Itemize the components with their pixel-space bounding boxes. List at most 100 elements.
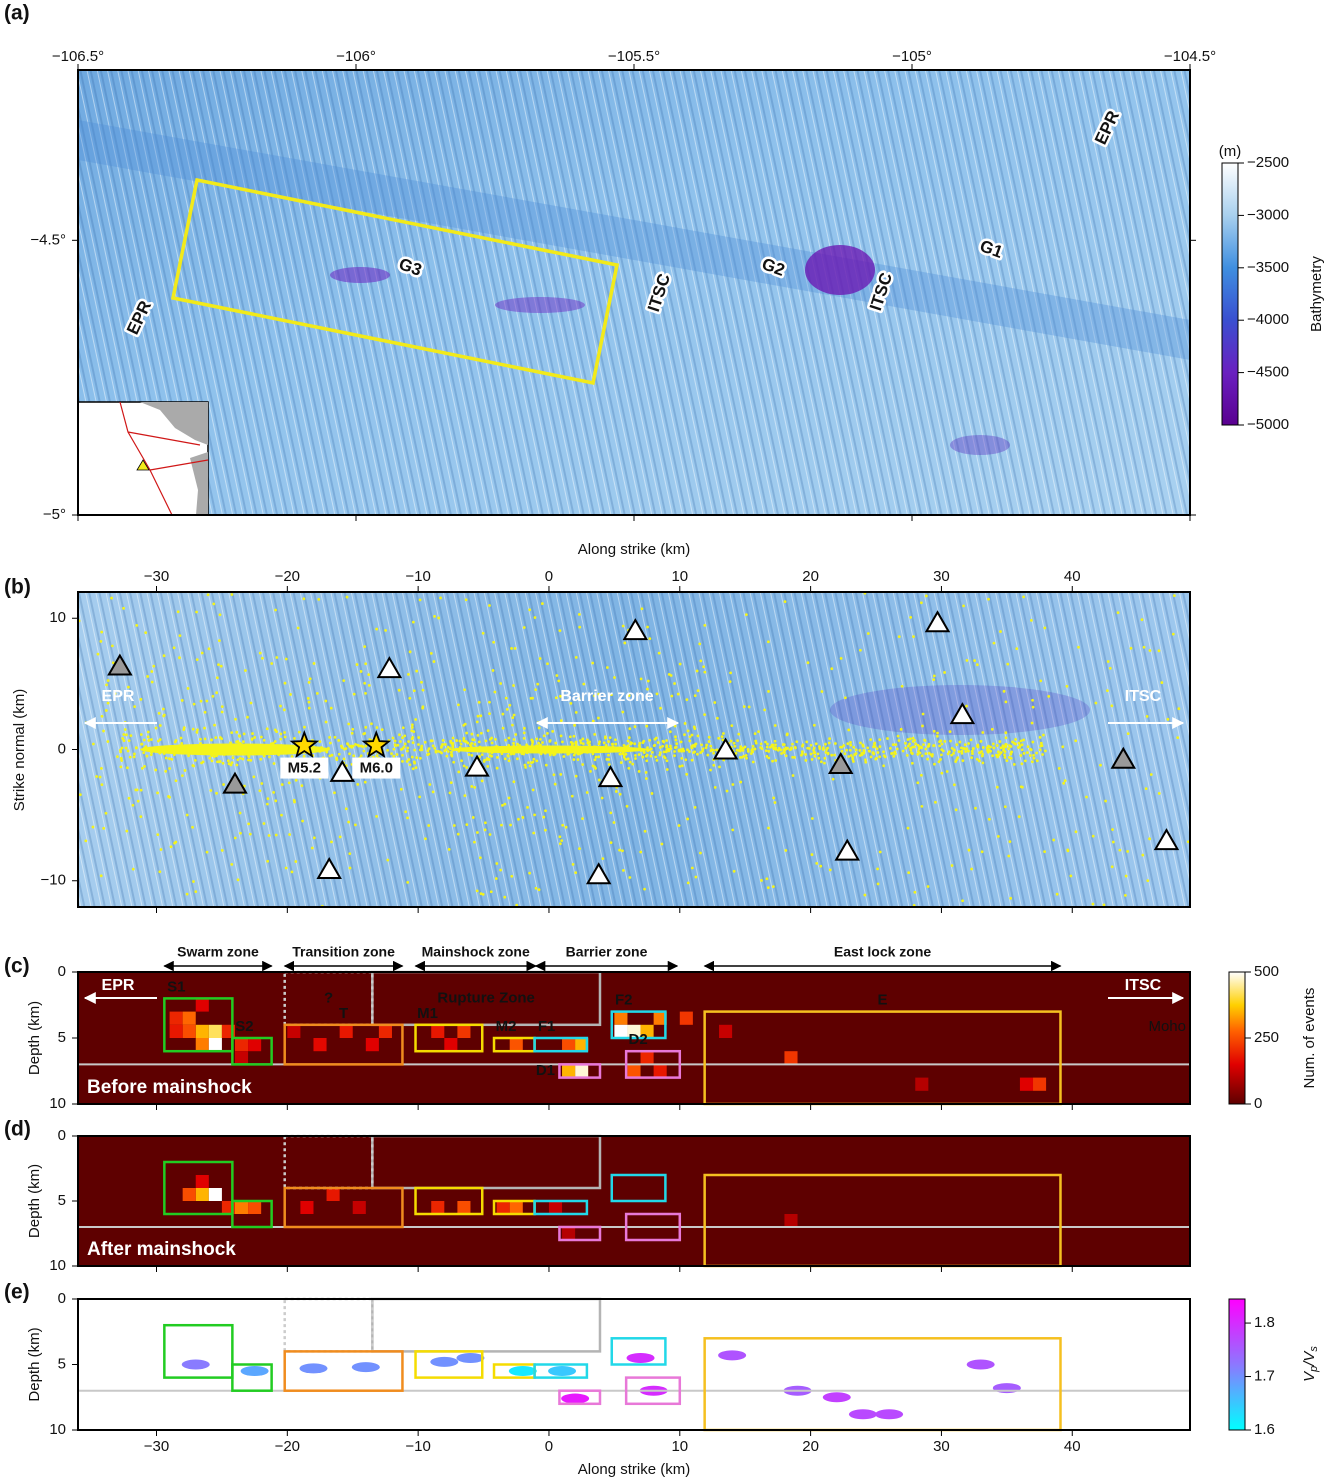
- event: [101, 715, 104, 718]
- event: [409, 763, 412, 766]
- event: [922, 743, 925, 746]
- event: [782, 743, 785, 746]
- colorbar-tick-label: −2500: [1247, 154, 1289, 171]
- event: [833, 754, 836, 757]
- event: [886, 737, 889, 740]
- event: [586, 739, 589, 742]
- event: [961, 899, 964, 902]
- event: [100, 874, 103, 877]
- event: [212, 603, 215, 606]
- event: [302, 597, 305, 600]
- event: [476, 831, 479, 834]
- event: [1126, 850, 1129, 853]
- moho-label: Moho: [1148, 1018, 1186, 1035]
- event: [595, 756, 598, 759]
- event: [1064, 779, 1067, 782]
- event: [684, 722, 687, 725]
- event: [705, 746, 708, 749]
- event: [970, 738, 973, 741]
- event: [97, 653, 100, 656]
- event: [428, 747, 431, 750]
- event: [1007, 855, 1010, 858]
- event: [621, 711, 624, 714]
- event: [458, 740, 461, 743]
- event: [168, 757, 171, 760]
- annotation: ITSC: [1125, 688, 1162, 705]
- event: [992, 743, 995, 746]
- event: [726, 790, 729, 793]
- y-axis-title: Depth (km): [26, 1327, 43, 1401]
- event: [219, 613, 222, 616]
- event: [750, 752, 753, 755]
- event: [874, 758, 877, 761]
- event: [495, 877, 498, 880]
- event: [376, 726, 379, 729]
- event: [1020, 762, 1023, 765]
- event: [411, 736, 414, 739]
- event: [266, 727, 269, 730]
- event: [619, 793, 622, 796]
- event: [827, 752, 830, 755]
- zone-label: Transition zone: [292, 944, 395, 960]
- event: [708, 736, 711, 739]
- event: [561, 740, 564, 743]
- colorbar-tick-label: 1.6: [1254, 1421, 1275, 1438]
- event: [820, 760, 823, 763]
- event: [696, 753, 699, 756]
- event: [709, 769, 712, 772]
- event: [203, 727, 206, 730]
- event: [634, 757, 637, 760]
- event: [463, 794, 466, 797]
- event: [804, 759, 807, 762]
- event: [1031, 722, 1034, 725]
- event: [1158, 792, 1161, 795]
- event: [381, 728, 384, 731]
- heat-cell: [196, 1188, 209, 1201]
- heat-cell: [209, 1188, 222, 1201]
- event: [394, 743, 397, 746]
- event: [1044, 750, 1047, 753]
- event: [152, 665, 155, 668]
- event: [614, 738, 617, 741]
- event: [208, 757, 211, 760]
- event: [598, 779, 601, 782]
- event: [508, 759, 511, 762]
- event: [341, 746, 344, 749]
- event: [774, 759, 777, 762]
- event: [156, 833, 159, 836]
- event: [159, 724, 162, 727]
- event: [694, 806, 697, 809]
- event: [912, 740, 915, 743]
- vpvs-patch: [509, 1366, 537, 1376]
- event: [275, 656, 278, 659]
- event: [494, 738, 497, 741]
- event: [307, 697, 310, 700]
- event: [407, 673, 410, 676]
- event: [439, 597, 442, 600]
- event: [691, 759, 694, 762]
- heat-cell: [431, 1201, 444, 1214]
- event: [811, 853, 814, 856]
- event: [482, 632, 485, 635]
- event: [542, 816, 545, 819]
- event: [351, 728, 354, 731]
- event: [999, 630, 1002, 633]
- zone-label: Barrier zone: [566, 944, 648, 960]
- event: [669, 730, 672, 733]
- x-tick-label: −20: [275, 1438, 300, 1455]
- event: [927, 885, 930, 888]
- event: [1143, 646, 1146, 649]
- event: [317, 598, 320, 601]
- event: [300, 784, 303, 787]
- event: [907, 738, 910, 741]
- event: [450, 781, 453, 784]
- event: [593, 733, 596, 736]
- event: [841, 750, 844, 753]
- event: [499, 682, 502, 685]
- event: [828, 742, 831, 745]
- event: [289, 693, 292, 696]
- event: [211, 759, 214, 762]
- event: [175, 779, 178, 782]
- event: [239, 832, 242, 835]
- event: [293, 799, 296, 802]
